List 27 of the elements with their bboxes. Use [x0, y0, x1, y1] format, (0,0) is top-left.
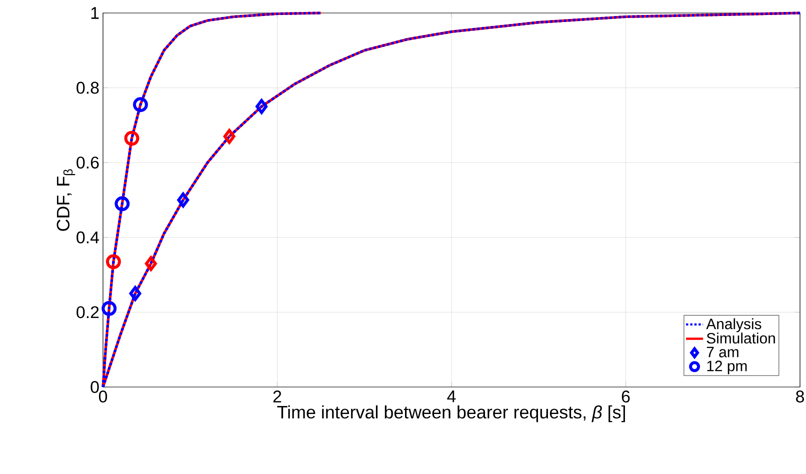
legend-label: Analysis: [706, 318, 762, 332]
y-tick-label: 0.6: [76, 156, 99, 169]
point: [124, 130, 140, 146]
x-tick-label: 8: [796, 390, 804, 403]
x-tick-label: 2: [273, 390, 282, 402]
y-axis-title: CDF, F$_{β}$: [56, 169, 76, 231]
point: [106, 254, 121, 270]
y-tick-label: 1: [91, 7, 99, 19]
point: [129, 286, 142, 301]
x-tick-label: 4: [447, 390, 456, 402]
legend-label: Simulation: [706, 332, 775, 344]
point: [177, 192, 190, 208]
point: [223, 128, 236, 144]
legend-label: 7 am: [706, 346, 738, 358]
y-tick-label: 0.8: [76, 82, 99, 94]
x-tick-label: 0: [98, 390, 108, 403]
x-axis-title: Time interval between bearer requests, β [s]: [277, 405, 625, 422]
y-tick-label: 0.4: [76, 231, 99, 244]
legend-label: 12 pm: [707, 360, 747, 374]
point: [132, 97, 148, 112]
point: [144, 256, 157, 272]
point: [102, 300, 117, 316]
x-tick-label: 6: [622, 390, 630, 403]
point: [114, 196, 130, 212]
y-tick-label: 0.2: [76, 306, 99, 318]
point: [256, 99, 268, 114]
y-tick-label: 0: [90, 381, 99, 393]
